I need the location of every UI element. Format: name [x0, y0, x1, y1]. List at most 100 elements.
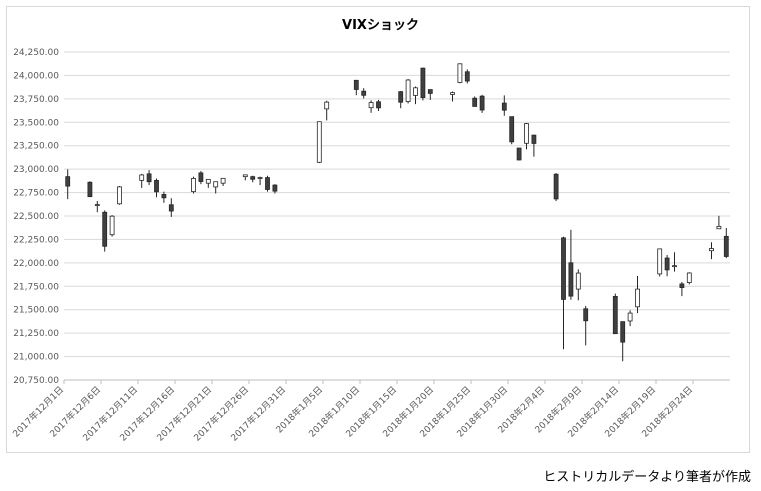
candle-body-down — [420, 67, 426, 99]
candle — [213, 181, 219, 194]
candle-body-down — [161, 194, 167, 199]
candle — [672, 252, 677, 272]
candle-body-down — [65, 176, 71, 187]
candles — [65, 63, 729, 362]
candle-body-down — [568, 262, 574, 297]
candle-body-up — [686, 272, 692, 283]
candle — [509, 116, 515, 145]
candle-body-up — [242, 174, 248, 178]
candle-body-up — [205, 178, 211, 184]
candle-body-down — [198, 172, 204, 182]
source-note: ヒストリカルデータより筆者が作成 — [543, 470, 751, 485]
candle-body-down — [531, 134, 537, 144]
candle-body-down — [87, 181, 93, 198]
candle — [479, 94, 485, 113]
candle — [716, 215, 722, 230]
candle-body-down — [427, 89, 433, 94]
candle-body-down — [583, 308, 589, 322]
candle-body-down — [664, 257, 670, 271]
candle-body-down — [723, 235, 729, 257]
candle — [575, 269, 581, 301]
candle-body-up — [405, 79, 411, 102]
candle — [709, 242, 714, 260]
y-tick-label: 23,000.00 — [13, 165, 59, 175]
candle — [635, 275, 640, 314]
chart-frame — [6, 6, 750, 453]
candle — [250, 175, 256, 183]
candle — [316, 121, 322, 164]
candle — [154, 178, 159, 198]
candle-body-down — [561, 237, 566, 300]
candle — [94, 201, 100, 213]
y-tick-label: 22,750.00 — [13, 189, 59, 199]
candle — [612, 293, 618, 335]
candle — [413, 86, 418, 105]
candle-body-up — [139, 174, 145, 181]
candle-body-up — [672, 265, 677, 268]
candle — [664, 254, 670, 277]
candle-body-down — [154, 179, 159, 193]
x-axis-ticks: 2017年12月1日2017年12月6日2017年12月11日2017年12月1… — [10, 380, 695, 444]
candle — [257, 176, 263, 186]
candle-body-down — [679, 283, 685, 288]
candle — [620, 321, 626, 362]
candle — [427, 89, 433, 100]
candle-body-up — [635, 288, 640, 308]
chart-title: VIXショック — [342, 18, 419, 33]
candle-body-down — [516, 147, 522, 161]
y-tick-label: 21,750.00 — [13, 282, 59, 292]
candle-body-up — [524, 123, 529, 144]
candle-body-down — [398, 91, 404, 103]
candle-body-down — [265, 177, 270, 190]
candle-body-down — [620, 321, 626, 343]
candle-body-down — [376, 101, 381, 109]
candle — [686, 272, 692, 285]
candle — [583, 305, 589, 346]
candle-body-up — [316, 121, 322, 163]
candle — [679, 281, 685, 297]
candle-body-up — [457, 63, 463, 83]
y-tick-label: 21,250.00 — [13, 329, 59, 339]
candle — [198, 171, 204, 185]
candle — [472, 96, 478, 107]
y-tick-label: 21,500.00 — [13, 306, 59, 316]
y-tick-label: 24,250.00 — [13, 48, 59, 58]
y-tick-label: 24,000.00 — [13, 71, 59, 81]
candle-body-down — [353, 79, 359, 90]
candle-body-down — [250, 176, 256, 180]
candle-body-up — [413, 87, 418, 96]
candle — [405, 78, 411, 104]
candle — [102, 210, 108, 252]
candle-body-up — [368, 102, 374, 109]
candle-body-down — [146, 173, 152, 183]
y-axis-ticks: 20,750.00 21,000.00 21,250.00 21,500.00 21,7… — [13, 48, 59, 386]
candle — [353, 79, 359, 96]
candle-body-down — [553, 173, 559, 200]
candle-body-up — [94, 204, 100, 206]
candle — [627, 310, 633, 327]
candle-body-down — [501, 102, 507, 111]
candle — [398, 91, 404, 109]
candle — [168, 198, 174, 217]
candle-body-up — [257, 177, 263, 179]
candle-body-down — [168, 204, 174, 212]
candle — [376, 99, 381, 112]
candle-body-down — [361, 90, 367, 96]
candle — [117, 186, 122, 205]
candle — [205, 178, 211, 188]
candle-body-up — [450, 92, 455, 95]
candle-body-down — [472, 97, 478, 107]
candle-body-up — [657, 248, 663, 275]
candle — [161, 191, 167, 203]
candle-body-up — [716, 226, 722, 230]
candle — [561, 236, 566, 350]
candle — [420, 67, 426, 101]
candle — [191, 176, 196, 194]
y-tick-label: 22,500.00 — [13, 212, 59, 222]
candle — [65, 169, 71, 200]
candle — [242, 174, 248, 181]
candle-body-up — [191, 178, 196, 193]
y-tick-label: 23,500.00 — [13, 118, 59, 128]
candle — [553, 173, 559, 202]
